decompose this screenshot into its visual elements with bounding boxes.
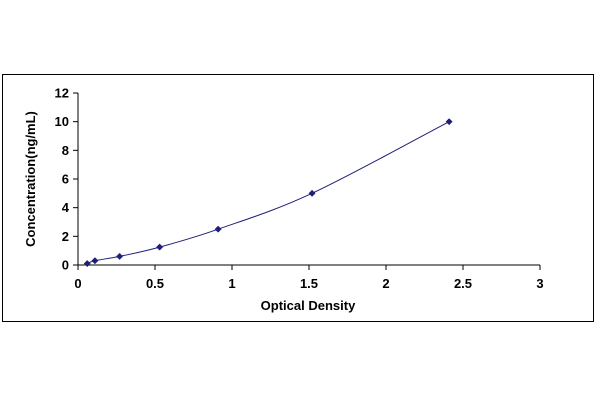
data-point <box>445 118 453 126</box>
y-tick-label: 4 <box>62 200 70 215</box>
fit-curve <box>87 121 450 265</box>
x-tick-label: 3 <box>536 276 543 291</box>
x-tick-label: 2.5 <box>454 276 472 291</box>
y-tick-label: 12 <box>55 86 69 101</box>
y-tick-label: 6 <box>62 172 69 187</box>
y-tick-label: 0 <box>62 258 69 273</box>
x-tick-label: 0.5 <box>146 276 164 291</box>
y-tick-label: 2 <box>62 229 69 244</box>
y-tick-label: 10 <box>55 114 69 129</box>
x-tick-label: 0 <box>74 276 81 291</box>
y-axis-label: Concentration(ng/mL) <box>23 111 38 247</box>
data-point <box>156 243 164 251</box>
x-tick-label: 1 <box>228 276 235 291</box>
y-tick-label: 8 <box>62 143 69 158</box>
x-axis-label: Optical Density <box>261 298 356 313</box>
x-tick-label: 1.5 <box>300 276 318 291</box>
axes <box>77 93 540 266</box>
data-point <box>116 252 124 260</box>
x-tick-label: 2 <box>382 276 389 291</box>
plot-area <box>83 118 453 268</box>
data-point <box>308 189 316 197</box>
data-point <box>83 260 91 268</box>
ticks: 0 2 4 6 8 10 12 0 0.5 1 1.5 2 2.5 3 <box>55 86 544 292</box>
chart-frame <box>2 74 594 322</box>
data-point <box>214 225 222 233</box>
data-point <box>91 257 99 265</box>
